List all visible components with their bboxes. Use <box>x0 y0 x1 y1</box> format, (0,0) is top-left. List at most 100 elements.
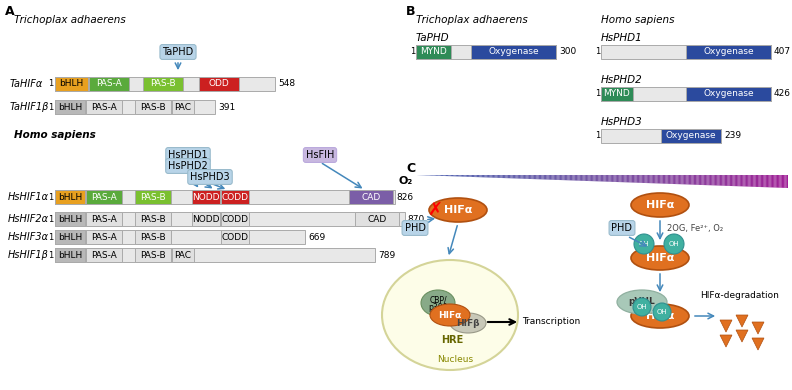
Polygon shape <box>524 175 525 179</box>
Text: HIFα: HIFα <box>444 205 472 215</box>
Polygon shape <box>540 175 541 179</box>
Polygon shape <box>624 175 626 182</box>
Text: PHD: PHD <box>611 223 633 233</box>
Text: 407: 407 <box>774 48 791 57</box>
Polygon shape <box>525 175 527 179</box>
Polygon shape <box>609 175 611 182</box>
Polygon shape <box>670 175 672 184</box>
Polygon shape <box>706 175 707 185</box>
FancyBboxPatch shape <box>55 100 215 114</box>
FancyBboxPatch shape <box>143 77 183 91</box>
Polygon shape <box>707 175 709 185</box>
Text: 391: 391 <box>218 103 235 112</box>
Circle shape <box>664 234 684 254</box>
Text: PAS-A: PAS-A <box>91 193 117 202</box>
Polygon shape <box>530 175 531 179</box>
FancyBboxPatch shape <box>601 87 633 101</box>
Polygon shape <box>484 175 485 177</box>
Polygon shape <box>509 175 510 178</box>
Polygon shape <box>692 175 694 185</box>
Polygon shape <box>779 175 781 188</box>
Polygon shape <box>544 175 545 179</box>
Polygon shape <box>426 175 427 176</box>
Polygon shape <box>762 175 763 187</box>
Polygon shape <box>649 175 650 183</box>
FancyBboxPatch shape <box>349 190 393 204</box>
Text: CODD: CODD <box>222 232 249 241</box>
FancyBboxPatch shape <box>86 248 122 262</box>
Polygon shape <box>501 175 503 178</box>
Polygon shape <box>433 175 435 176</box>
Ellipse shape <box>617 290 667 314</box>
Polygon shape <box>582 175 584 181</box>
Text: HIFα: HIFα <box>645 253 674 263</box>
Polygon shape <box>589 175 591 181</box>
Text: NODD: NODD <box>192 193 219 202</box>
Text: ODD: ODD <box>208 80 230 89</box>
Polygon shape <box>639 175 641 183</box>
Text: HsPHD3: HsPHD3 <box>190 172 230 182</box>
Polygon shape <box>431 175 432 176</box>
Text: CBP/: CBP/ <box>429 296 447 305</box>
FancyBboxPatch shape <box>55 212 405 226</box>
Text: 1: 1 <box>48 80 53 89</box>
Text: 669: 669 <box>308 232 326 241</box>
Text: 548: 548 <box>278 80 295 89</box>
Polygon shape <box>782 175 783 188</box>
Polygon shape <box>505 175 507 178</box>
FancyBboxPatch shape <box>199 77 239 91</box>
FancyBboxPatch shape <box>172 100 194 114</box>
Polygon shape <box>437 175 438 176</box>
Polygon shape <box>724 175 725 186</box>
Polygon shape <box>566 175 567 180</box>
Polygon shape <box>726 175 727 186</box>
Polygon shape <box>608 175 609 182</box>
Polygon shape <box>562 175 564 180</box>
Polygon shape <box>552 175 554 180</box>
Polygon shape <box>578 175 580 181</box>
Text: HIFα: HIFα <box>645 311 674 321</box>
Polygon shape <box>607 175 608 182</box>
FancyBboxPatch shape <box>135 190 171 204</box>
Text: 239: 239 <box>724 131 741 140</box>
Polygon shape <box>694 175 695 185</box>
FancyBboxPatch shape <box>55 77 88 91</box>
Polygon shape <box>503 175 504 178</box>
FancyBboxPatch shape <box>55 77 275 91</box>
Polygon shape <box>678 175 679 184</box>
Polygon shape <box>659 175 661 184</box>
Polygon shape <box>683 175 685 184</box>
Polygon shape <box>665 175 667 184</box>
Polygon shape <box>450 175 451 176</box>
Polygon shape <box>575 175 576 181</box>
Polygon shape <box>695 175 696 185</box>
Polygon shape <box>720 335 732 347</box>
Polygon shape <box>427 175 428 176</box>
Polygon shape <box>587 175 588 181</box>
Polygon shape <box>532 175 534 179</box>
Polygon shape <box>489 175 490 177</box>
Text: 870: 870 <box>407 215 425 223</box>
Text: TaHIFα: TaHIFα <box>10 79 44 89</box>
Polygon shape <box>551 175 552 180</box>
Text: Oxygenase: Oxygenase <box>488 48 539 57</box>
Ellipse shape <box>631 304 689 328</box>
Polygon shape <box>769 175 771 187</box>
Circle shape <box>653 303 671 321</box>
Polygon shape <box>653 175 654 183</box>
Polygon shape <box>764 175 766 187</box>
Polygon shape <box>543 175 544 179</box>
Polygon shape <box>720 175 721 186</box>
Polygon shape <box>679 175 680 184</box>
Polygon shape <box>438 175 440 176</box>
Text: bHLH: bHLH <box>58 215 82 223</box>
Polygon shape <box>700 175 701 185</box>
Polygon shape <box>746 175 747 186</box>
Polygon shape <box>712 175 714 185</box>
Polygon shape <box>729 175 731 186</box>
Polygon shape <box>477 175 478 177</box>
Polygon shape <box>758 175 760 187</box>
FancyBboxPatch shape <box>135 212 171 226</box>
Polygon shape <box>581 175 582 181</box>
Polygon shape <box>495 175 497 178</box>
